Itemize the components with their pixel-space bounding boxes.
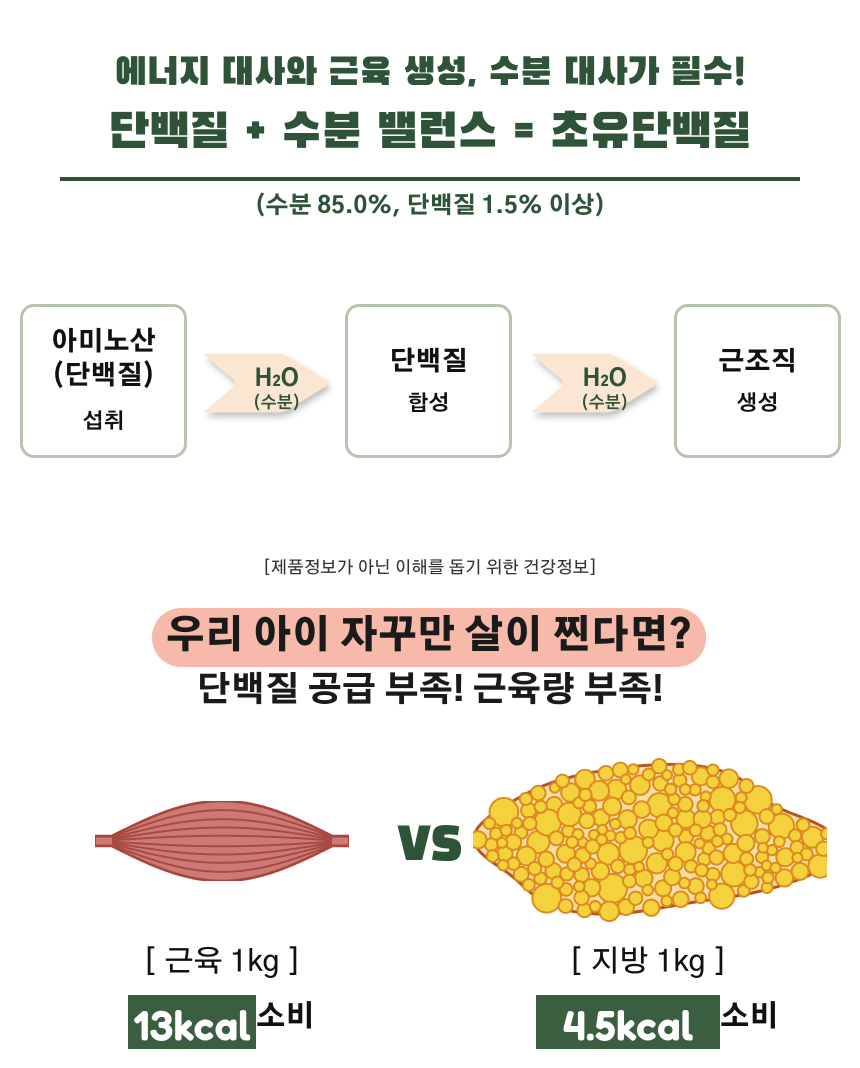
svg-text:H₂O: H₂O bbox=[254, 367, 298, 391]
svg-text:H₂O: H₂O bbox=[582, 367, 626, 391]
